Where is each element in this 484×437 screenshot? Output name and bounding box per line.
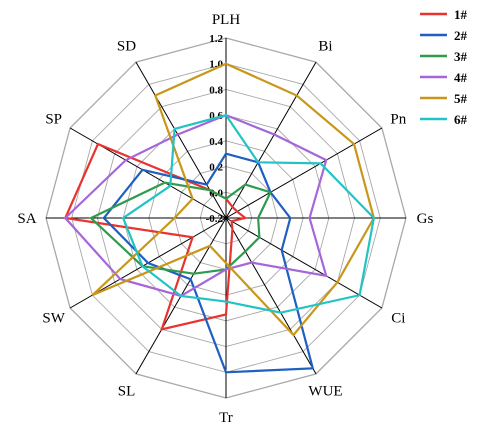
spoke-line [69,127,227,219]
axis-label-sl: SL [118,383,136,399]
radar-series [63,62,376,374]
tick-label: -0.2 [206,213,224,225]
axis-label-bi: Bi [318,39,332,55]
series-line-1 [63,142,248,331]
axis-label-ci: Ci [391,311,405,327]
legend-label-6: 6# [454,112,468,127]
axis-label-sp: SP [45,112,62,128]
axis-label-sd: SD [117,39,136,55]
axis-label-plh: PLH [212,12,241,28]
axis-labels: PLH Bi Pn Gs Ci WUE Tr SL SW SA SP SD [17,12,433,426]
spoke-line [225,61,317,219]
tick-label: 1.2 [209,33,223,45]
legend-label-4: 4# [454,70,468,85]
series-line-4 [63,113,328,298]
legend-label-3: 3# [454,49,468,64]
tick-label: 0.8 [209,84,223,96]
axis-label-wue: WUE [308,383,342,399]
series-line-6 [121,113,376,314]
legend-label-1: 1# [454,7,468,22]
spoke-line [225,127,383,219]
spoke-line [225,217,317,375]
axis-label-pn: Pn [390,112,406,128]
legend-label-5: 5# [454,91,468,106]
legend: 1# 2# 3# 4# 5# 6# [420,7,468,127]
spoke-line [225,217,383,309]
legend-label-2: 2# [454,28,468,43]
tick-label: 0.4 [209,136,223,148]
axis-label-sa: SA [17,211,36,227]
axis-label-gs: Gs [417,211,434,227]
tick-label: 1.0 [209,59,223,71]
series-line-5 [91,62,376,337]
spoke-line [135,61,227,219]
radar-spokes [46,38,406,398]
axis-label-sw: SW [42,311,65,327]
axis-label-tr: Tr [219,410,233,426]
